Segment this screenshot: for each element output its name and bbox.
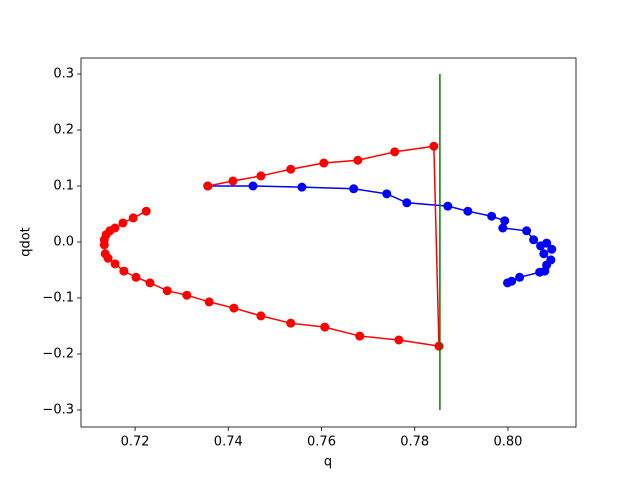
x-tick-label: 0.76: [307, 435, 336, 450]
point: [110, 259, 120, 269]
point: [542, 238, 552, 248]
y-tick-label: 0.1: [53, 179, 74, 194]
point: [487, 211, 497, 221]
point: [394, 335, 404, 345]
point: [320, 322, 330, 332]
y-tick-label: −0.3: [42, 402, 74, 417]
point: [535, 267, 545, 277]
plot-frame: [80, 57, 577, 428]
point: [162, 286, 172, 296]
point: [297, 182, 307, 192]
point: [515, 272, 525, 282]
point: [141, 206, 151, 216]
point: [118, 218, 128, 228]
point: [547, 244, 557, 254]
point: [319, 158, 329, 168]
point: [286, 318, 296, 328]
point: [110, 223, 120, 233]
x-tick-label: 0.80: [493, 435, 522, 450]
point: [498, 223, 508, 233]
point: [443, 201, 453, 211]
point: [502, 278, 512, 288]
point: [349, 184, 359, 194]
x-tick-label: 0.74: [214, 435, 243, 450]
point: [256, 171, 266, 181]
point: [128, 213, 138, 223]
y-tick-label: −0.2: [42, 346, 74, 361]
y-axis-label: qdot: [19, 227, 34, 257]
point: [522, 226, 532, 236]
point: [529, 235, 539, 245]
point: [256, 311, 266, 321]
y-tick-label: 0.0: [53, 234, 74, 249]
x-tick-label: 0.78: [400, 435, 429, 450]
point: [286, 164, 296, 174]
point: [390, 147, 400, 157]
point: [539, 249, 549, 259]
point: [131, 272, 141, 282]
point: [100, 249, 110, 259]
point: [463, 206, 473, 216]
point: [204, 297, 214, 307]
x-tick-label: 0.72: [121, 435, 150, 450]
y-tick-label: 0.3: [53, 67, 74, 82]
point: [228, 176, 238, 186]
point: [500, 216, 510, 226]
point: [355, 331, 365, 341]
y-tick-label: −0.1: [42, 290, 74, 305]
point: [402, 198, 412, 208]
y-tick-label: 0.2: [53, 123, 74, 138]
point: [203, 181, 213, 191]
point: [382, 189, 392, 199]
point: [429, 141, 439, 151]
point: [353, 155, 363, 165]
point: [229, 303, 239, 313]
x-axis-label: q: [324, 455, 332, 470]
point: [119, 266, 129, 276]
point: [182, 290, 192, 300]
point: [248, 181, 258, 191]
point: [434, 341, 444, 351]
point: [145, 278, 155, 288]
